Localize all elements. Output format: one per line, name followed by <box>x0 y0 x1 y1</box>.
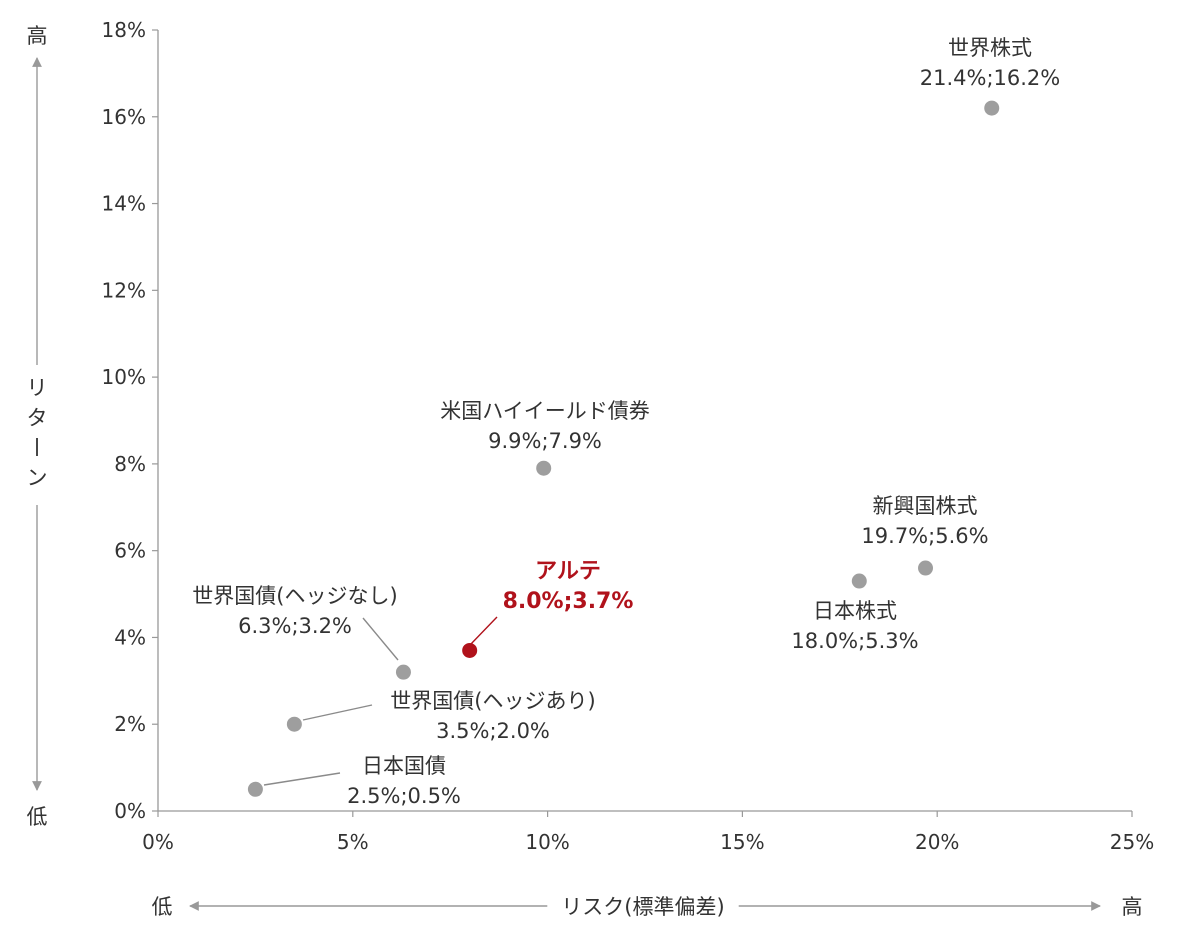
y-axis-title-char: ン <box>27 466 48 490</box>
x-tick-label: 5% <box>337 830 369 854</box>
leader-line <box>362 617 399 661</box>
data-points <box>247 100 1000 797</box>
data-point <box>286 716 302 732</box>
y-tick-label: 16% <box>102 105 146 129</box>
point-value-label: 21.4%;16.2% <box>920 66 1061 90</box>
x-tick-label: 25% <box>1110 830 1154 854</box>
y-tick-label: 0% <box>114 799 146 823</box>
data-point <box>395 664 411 680</box>
point-labels: 世界株式 21.4%;16.2% 米国ハイイールド債券 9.9%;7.9% 新興国株式 1… <box>192 36 1060 808</box>
axis-titles: 高低リタンリスク(標準偏差)低高 <box>27 24 1143 919</box>
point-value-label: 8.0%;3.7% <box>503 589 634 614</box>
y-low-label: 低 <box>27 805 48 829</box>
y-axis-title-char: タ <box>27 406 48 430</box>
point-name-label: 日本国債 <box>362 754 446 778</box>
y-tick-label: 6% <box>114 539 146 563</box>
y-tick-label: 2% <box>114 712 146 736</box>
x-axis-title: リスク(標準偏差) <box>561 895 724 919</box>
y-axis-title-char: リ <box>27 376 48 400</box>
data-point <box>247 781 263 797</box>
leader-lines <box>263 616 498 786</box>
data-point <box>851 573 867 589</box>
y-tick-label: 18% <box>102 18 146 42</box>
y-tick-label: 10% <box>102 365 146 389</box>
y-tick-label: 4% <box>114 625 146 649</box>
point-name-label: 米国ハイイールド債券 <box>440 399 650 423</box>
point-value-label: 18.0%;5.3% <box>791 629 918 653</box>
data-point <box>462 642 478 658</box>
point-value-label: 19.7%;5.6% <box>861 524 988 548</box>
point-name-label: 世界国債(ヘッジなし) <box>192 584 397 608</box>
x-high-label: 高 <box>1122 895 1143 919</box>
x-tick-label: 0% <box>142 830 174 854</box>
leader-line <box>302 704 373 721</box>
point-name-label: アルテ <box>535 559 601 584</box>
data-point <box>536 460 552 476</box>
point-value-label: 9.9%;7.9% <box>488 429 602 453</box>
x-tick-label: 20% <box>915 830 959 854</box>
data-point <box>984 100 1000 116</box>
point-name-label: 日本株式 <box>813 599 897 623</box>
y-tick-label: 14% <box>102 192 146 216</box>
y-tick-label: 8% <box>114 452 146 476</box>
y-tick-label: 12% <box>102 278 146 302</box>
leader-line <box>263 772 341 786</box>
leader-line <box>469 616 498 646</box>
y-axis-title: リタン <box>27 376 48 490</box>
x-low-label: 低 <box>152 895 173 919</box>
y-high-label: 高 <box>27 24 48 48</box>
data-point <box>918 560 934 576</box>
point-value-label: 3.5%;2.0% <box>436 719 550 743</box>
x-tick-label: 15% <box>720 830 764 854</box>
point-value-label: 2.5%;0.5% <box>347 784 461 808</box>
x-tick-label: 10% <box>525 830 569 854</box>
point-name-label: 世界国債(ヘッジあり) <box>390 689 595 713</box>
point-name-label: 新興国株式 <box>873 494 978 518</box>
axes: 0% 2% 4% 6% 8% 10% 12% 14% 16% 18% 0% 5% 10% 15% 20% 25… <box>102 18 1155 854</box>
point-value-label: 6.3%;3.2% <box>238 614 352 638</box>
point-name-label: 世界株式 <box>948 36 1032 60</box>
